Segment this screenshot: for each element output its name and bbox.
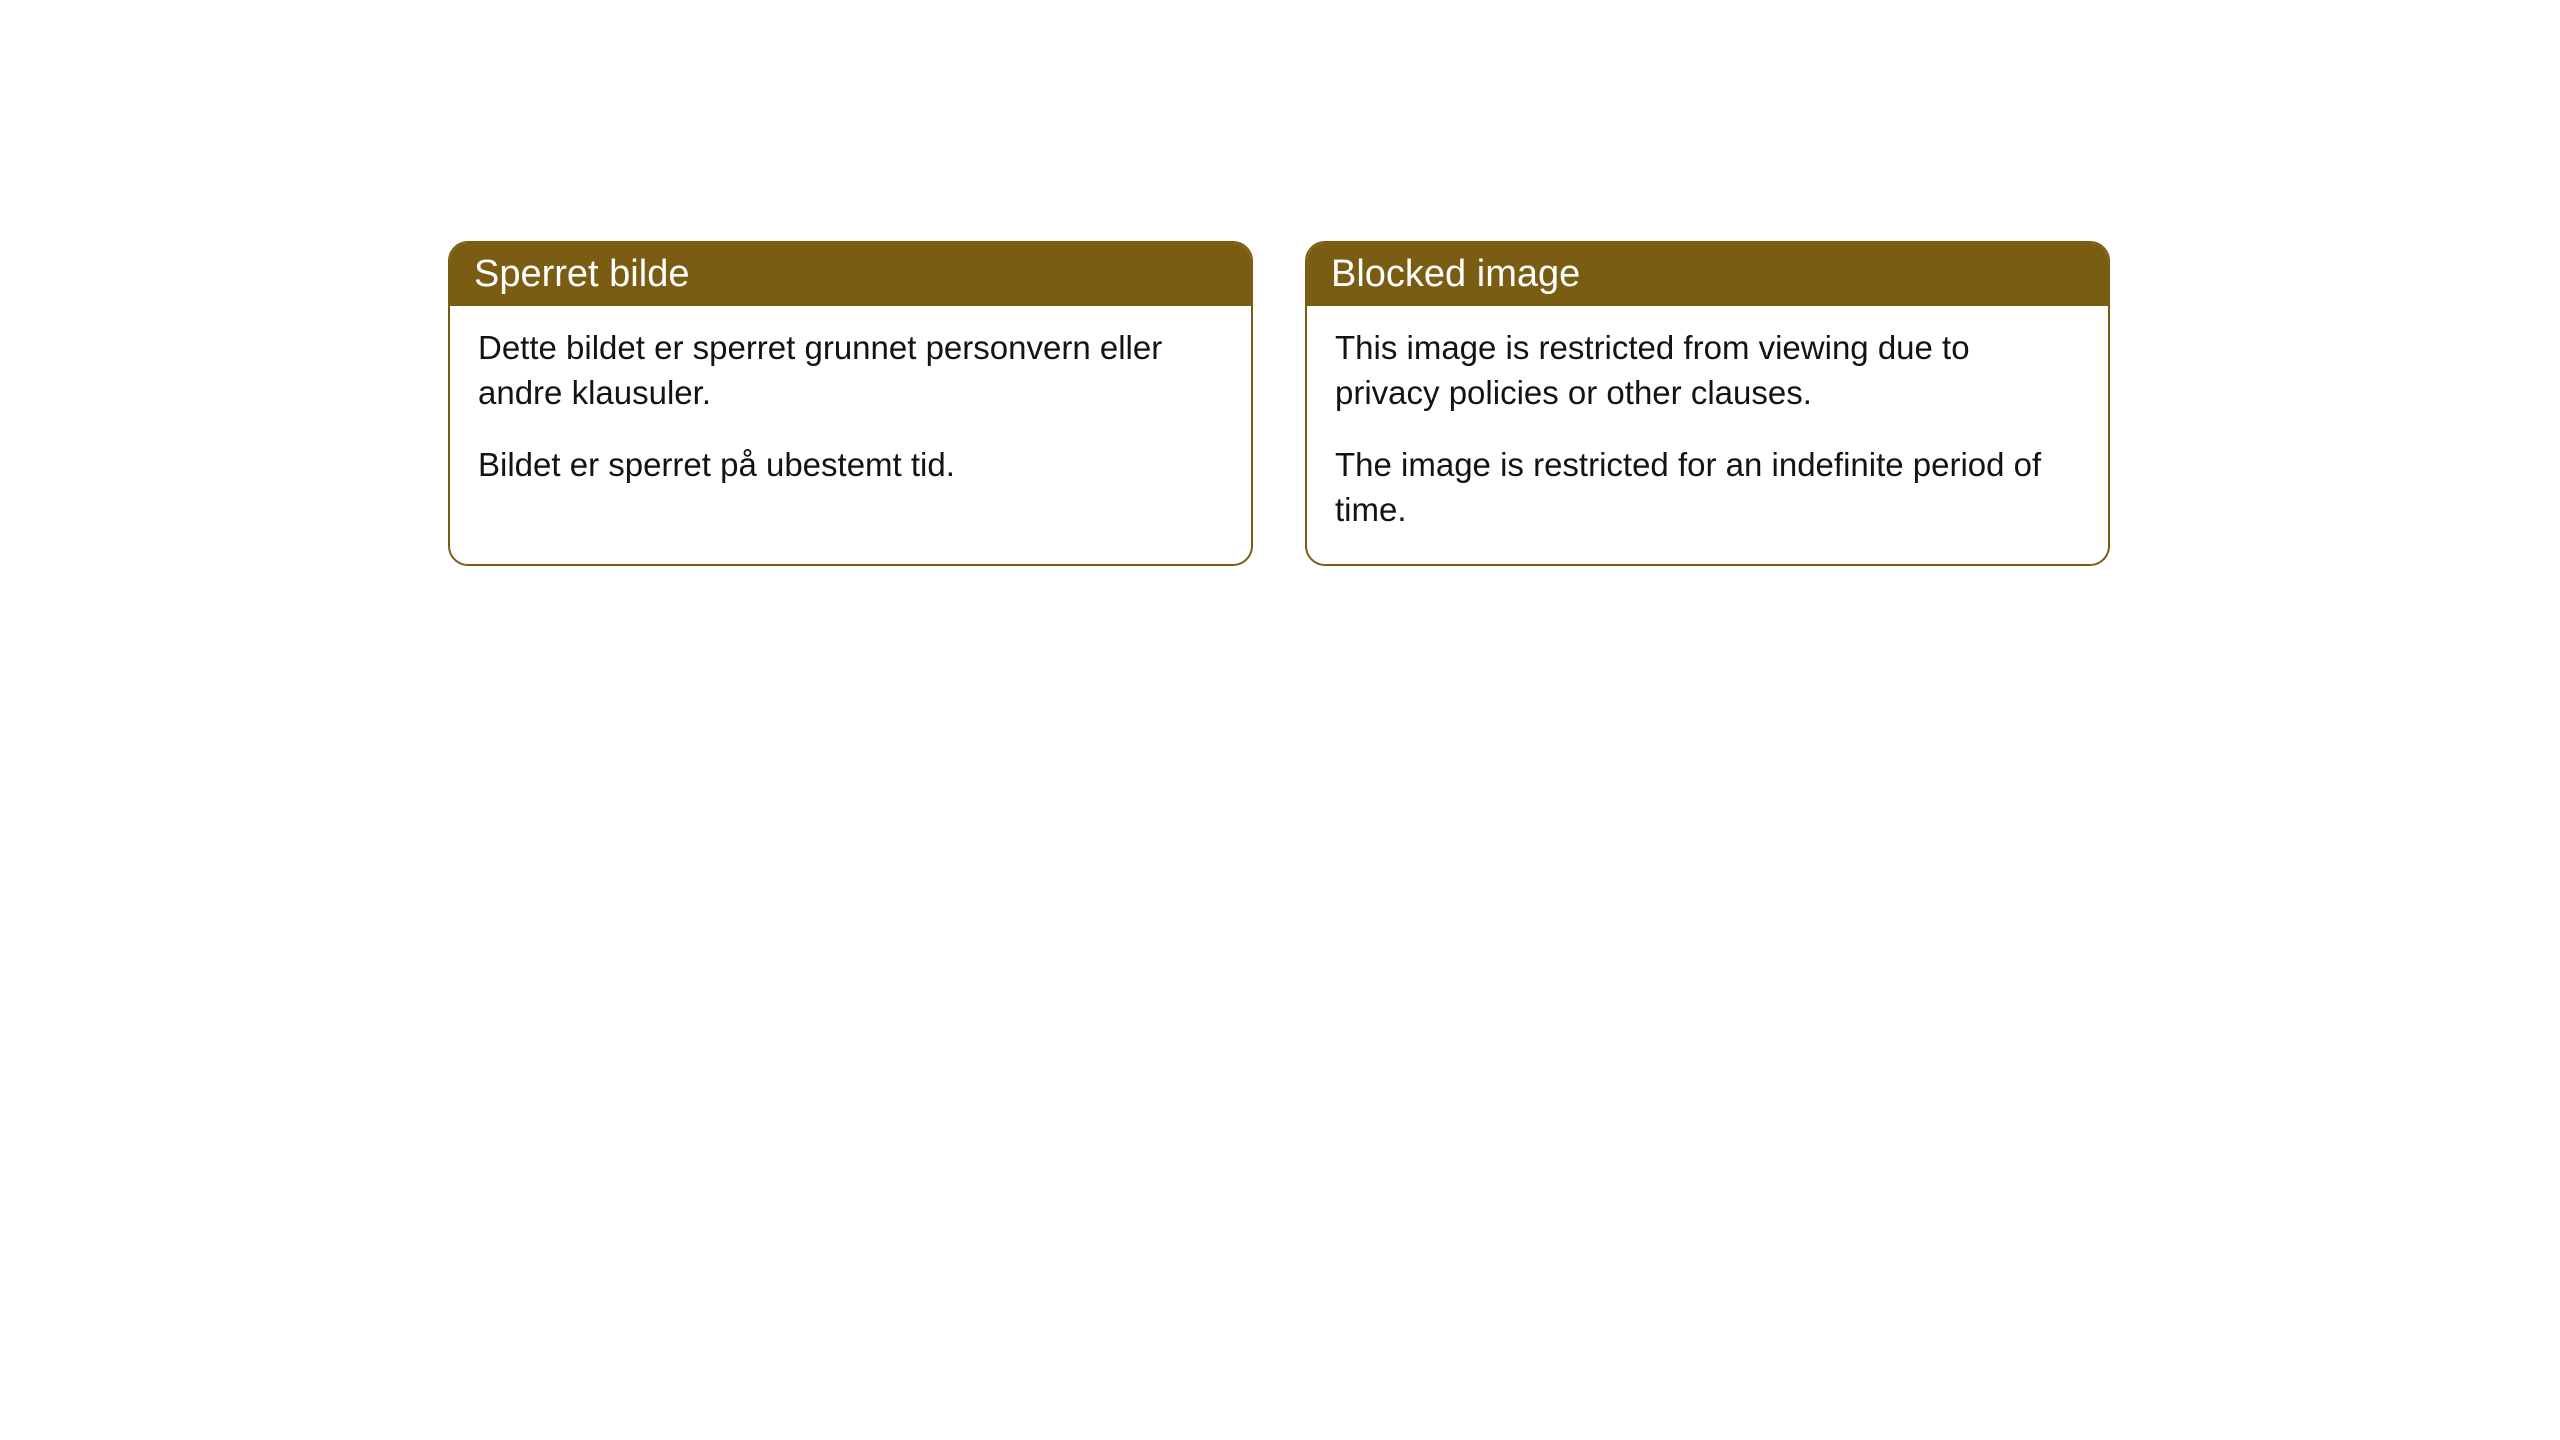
- card-paragraph: This image is restricted from viewing du…: [1335, 326, 2080, 415]
- card-body-norwegian: Dette bildet er sperret grunnet personve…: [450, 306, 1251, 520]
- cards-container: Sperret bilde Dette bildet er sperret gr…: [448, 241, 2110, 566]
- card-title: Sperret bilde: [474, 253, 689, 295]
- card-paragraph: The image is restricted for an indefinit…: [1335, 443, 2080, 532]
- card-english: Blocked image This image is restricted f…: [1305, 241, 2110, 566]
- card-header-norwegian: Sperret bilde: [450, 243, 1251, 306]
- card-paragraph: Dette bildet er sperret grunnet personve…: [478, 326, 1223, 415]
- card-body-english: This image is restricted from viewing du…: [1307, 306, 2108, 564]
- card-paragraph: Bildet er sperret på ubestemt tid.: [478, 443, 1223, 488]
- card-header-english: Blocked image: [1307, 243, 2108, 306]
- card-norwegian: Sperret bilde Dette bildet er sperret gr…: [448, 241, 1253, 566]
- card-title: Blocked image: [1331, 253, 1580, 295]
